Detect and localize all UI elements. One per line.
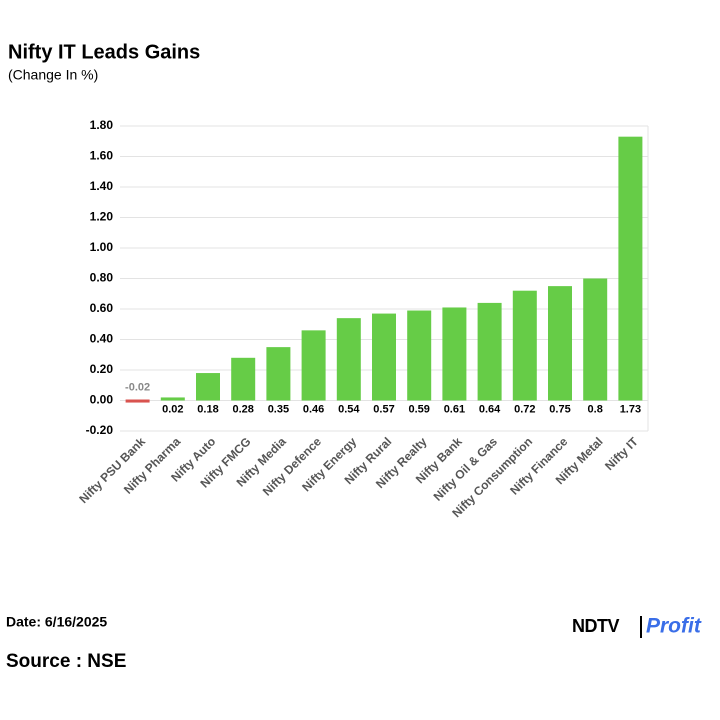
bar [196, 373, 220, 401]
value-label: 0.72 [514, 403, 535, 415]
value-label: 0.64 [479, 403, 501, 415]
bar [266, 347, 291, 401]
logo-profit: Profit [646, 615, 702, 638]
bar [336, 318, 361, 401]
bar [583, 278, 608, 401]
chart-title: Nifty IT Leads Gains [8, 41, 200, 63]
value-label: 0.46 [303, 403, 324, 415]
logo-ndtv: NDTV [572, 616, 619, 636]
value-label: 0.75 [549, 403, 570, 415]
source: Source : NSE [6, 651, 126, 672]
value-label: 0.02 [162, 403, 183, 415]
value-label: 0.18 [197, 403, 218, 415]
value-label: 0.59 [408, 403, 429, 415]
value-label: 0.54 [338, 403, 360, 415]
y-tick-label: 0.20 [90, 362, 114, 376]
date: Date: 6/16/2025 [6, 614, 107, 630]
y-tick-label: 0.80 [90, 271, 114, 285]
y-tick-label: 0.40 [90, 332, 114, 346]
value-label: 1.73 [620, 403, 641, 415]
bar [512, 290, 537, 401]
bar [372, 313, 396, 401]
bar [407, 310, 432, 401]
value-label: 0.28 [232, 403, 253, 415]
y-tick-label: 0.00 [90, 393, 114, 407]
bar [125, 399, 150, 403]
y-tick-label: 1.00 [90, 240, 114, 254]
bar [301, 330, 326, 401]
bar [477, 302, 502, 401]
bar [548, 286, 572, 401]
bar [231, 357, 256, 401]
y-tick-label: -0.20 [86, 423, 114, 437]
bar [618, 136, 643, 401]
y-tick-label: 0.60 [90, 301, 114, 315]
value-label: 0.61 [444, 403, 465, 415]
y-tick-label: 1.80 [90, 118, 114, 132]
value-label: 0.8 [588, 403, 603, 415]
value-label: 0.57 [373, 403, 394, 415]
y-tick-label: 1.60 [90, 149, 114, 163]
x-tick-label: Nifty IT [602, 434, 641, 473]
y-tick-label: 1.20 [90, 210, 114, 224]
value-label: -0.02 [125, 381, 150, 393]
y-tick-label: 1.40 [90, 179, 114, 193]
bar [160, 397, 185, 401]
chart-subtitle: (Change In %) [8, 67, 98, 83]
value-label: 0.35 [268, 403, 289, 415]
bar [442, 307, 467, 401]
